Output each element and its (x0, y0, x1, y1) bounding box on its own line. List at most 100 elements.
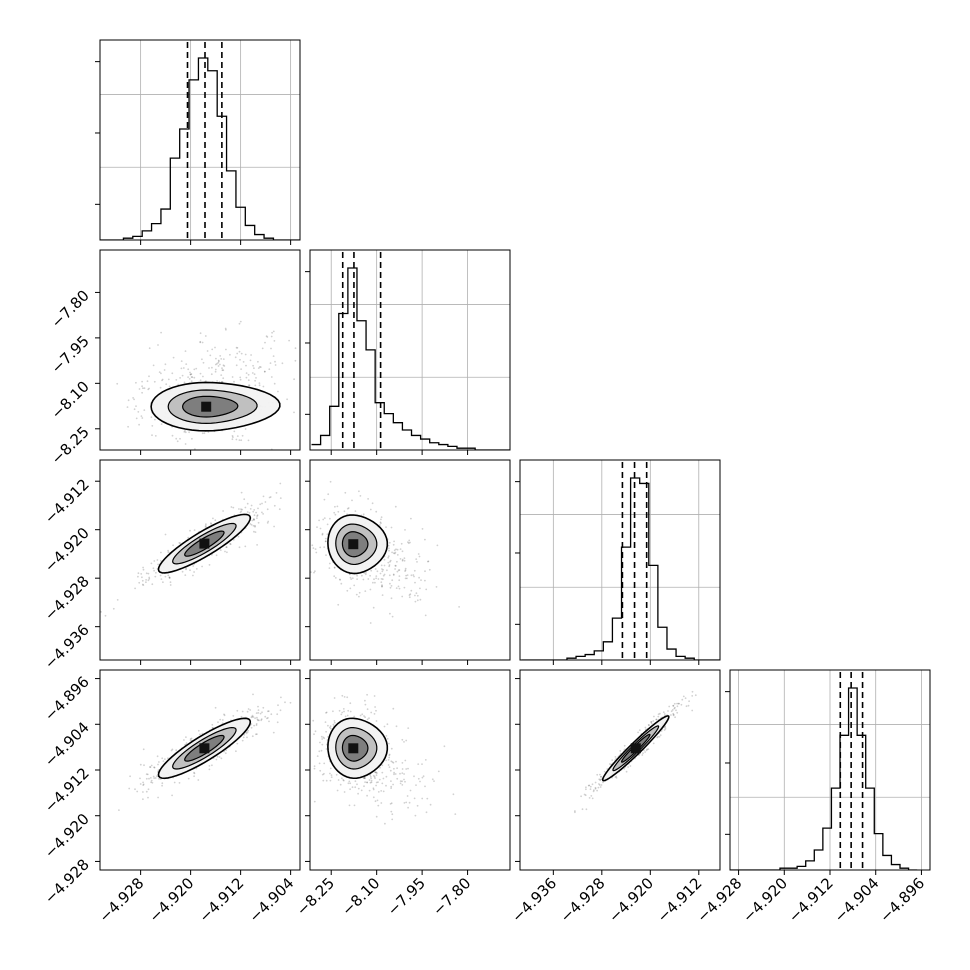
sample-point (253, 373, 256, 376)
sample-point (390, 780, 392, 782)
sample-point (415, 592, 418, 595)
sample-point (401, 768, 404, 770)
sample-point (421, 763, 423, 765)
sample-point (399, 548, 402, 550)
sample-point (208, 564, 211, 566)
x-tick-label: −7.80 (429, 874, 474, 919)
sample-point (245, 372, 248, 374)
sample-point (148, 578, 151, 580)
sample-point (155, 571, 157, 574)
sample-point (150, 562, 153, 565)
scatter-panel-1-2 (305, 459, 511, 665)
sample-point (162, 581, 164, 584)
sample-point (366, 781, 368, 784)
sample-point (141, 579, 144, 582)
sample-point (159, 386, 162, 389)
sample-point (145, 579, 147, 581)
sample-point (261, 511, 263, 514)
sample-point (183, 431, 186, 433)
sample-point (145, 572, 148, 575)
sample-point (159, 559, 162, 562)
sample-point (159, 574, 162, 577)
sample-point (674, 716, 676, 719)
sample-point (129, 775, 131, 778)
sample-point (392, 552, 395, 555)
sample-point (611, 759, 614, 761)
sample-point (593, 789, 595, 791)
sample-point (179, 437, 181, 440)
sample-point (407, 806, 409, 809)
x-tick-label: −4.920 (605, 874, 657, 926)
sample-point (380, 790, 383, 792)
sample-point (248, 384, 250, 387)
density-peak (630, 743, 641, 754)
sample-point (383, 564, 386, 567)
sample-point (380, 564, 383, 567)
sample-point (219, 363, 221, 366)
sample-point (407, 767, 409, 770)
scatter-panel-0-3 (95, 669, 301, 875)
sample-point (337, 779, 340, 781)
sample-point (403, 802, 406, 804)
sample-point (645, 749, 648, 752)
sample-point (104, 614, 107, 617)
sample-point (328, 567, 331, 569)
sample-point (452, 793, 455, 796)
sample-point (349, 573, 351, 576)
sample-point (368, 789, 371, 792)
sample-point (253, 367, 255, 370)
sample-point (349, 788, 351, 791)
sample-point (143, 409, 146, 411)
sample-point (232, 715, 235, 717)
sample-point (574, 811, 576, 814)
sample-point (375, 575, 378, 577)
sample-point (417, 553, 420, 555)
sample-point (147, 579, 150, 582)
sample-point (142, 387, 144, 390)
sample-point (390, 802, 393, 805)
sample-point (157, 563, 159, 566)
sample-point (676, 702, 678, 705)
sample-point (388, 742, 390, 745)
sample-point (229, 353, 231, 356)
sample-point (249, 359, 252, 362)
sample-point (369, 574, 371, 577)
sample-point (341, 777, 343, 780)
y-tick-label: −4.920 (41, 810, 93, 862)
sample-point (408, 594, 411, 596)
sample-point (398, 579, 401, 582)
sample-point (221, 367, 223, 370)
sample-point (241, 710, 244, 713)
sample-point (252, 693, 254, 696)
sample-point (387, 759, 390, 761)
sample-point (141, 385, 143, 388)
sample-point (254, 531, 257, 533)
sample-point (407, 542, 410, 545)
sample-point (694, 694, 697, 697)
sample-point (214, 706, 217, 709)
scatter-panel-0-1 (95, 249, 301, 455)
sample-point (135, 417, 138, 420)
sample-point (329, 779, 332, 782)
sample-point (258, 382, 261, 384)
sample-point (245, 364, 247, 367)
sample-point (388, 754, 391, 757)
sample-point (417, 777, 420, 780)
sample-point (388, 565, 391, 568)
sample-point (251, 372, 254, 374)
sample-point (404, 529, 406, 531)
panel-frame (99, 459, 301, 661)
panel-frame (519, 669, 721, 871)
sample-point (391, 818, 394, 821)
sample-point (167, 549, 169, 552)
sample-point (401, 780, 403, 783)
sample-point (208, 765, 211, 767)
panel-frame (309, 459, 511, 661)
sample-point (356, 578, 358, 580)
sample-point (323, 546, 326, 548)
sample-point (581, 808, 584, 811)
sample-point (197, 779, 200, 781)
histogram-step (100, 57, 300, 240)
panel-background (310, 250, 510, 450)
panel-frame (99, 39, 301, 241)
